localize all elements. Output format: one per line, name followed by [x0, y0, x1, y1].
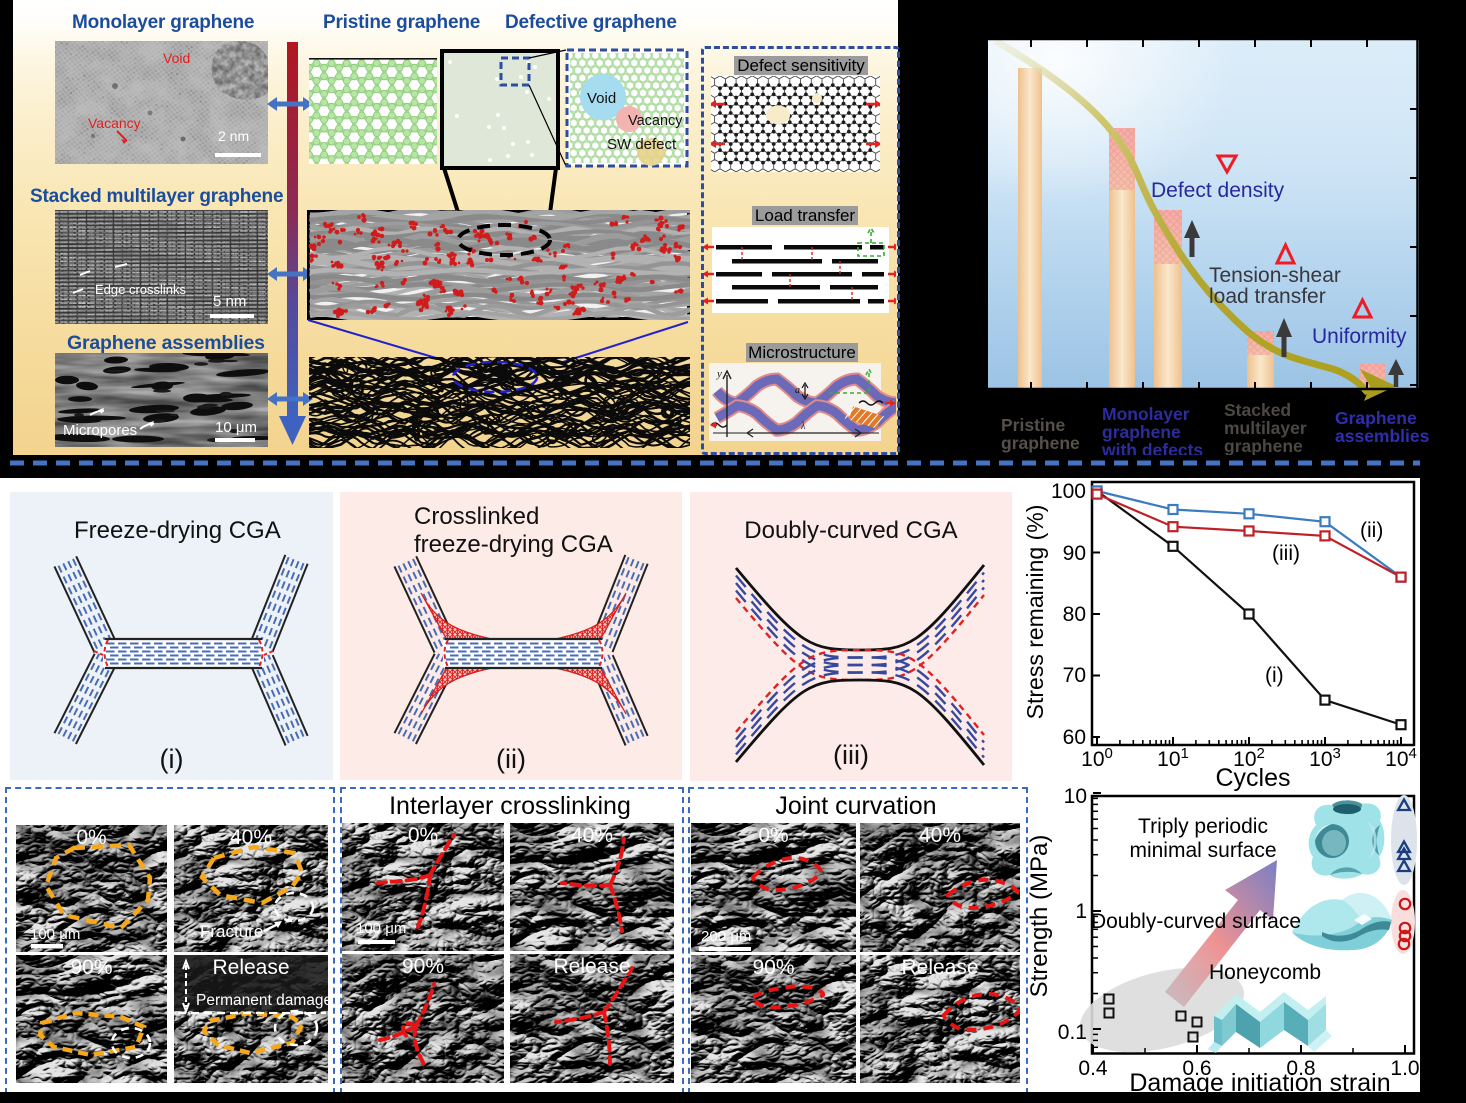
svg-text:101: 101: [1157, 745, 1189, 771]
svg-text:100: 100: [1081, 745, 1113, 771]
svg-text:(iii): (iii): [1272, 542, 1300, 565]
svg-text:80: 80: [1063, 603, 1086, 626]
svg-text:Doubly-curved surface: Doubly-curved surface: [1091, 910, 1301, 933]
svg-text:Honeycomb: Honeycomb: [1209, 961, 1321, 984]
svg-text:Permanent damage: Permanent damage: [196, 992, 328, 1009]
svg-text:0.1: 0.1: [1058, 1021, 1087, 1044]
svg-text:70: 70: [1063, 664, 1086, 687]
svg-text:5 nm: 5 nm: [213, 293, 246, 310]
svg-text:0%: 0%: [76, 826, 106, 849]
svg-text:40%: 40%: [230, 826, 272, 849]
svg-text:Strength (MPa): Strength (MPa): [1026, 835, 1053, 998]
svg-text:Vacancy: Vacancy: [628, 113, 683, 129]
svg-text:90: 90: [1063, 542, 1086, 565]
svg-text:40%: 40%: [919, 824, 961, 847]
svg-text:Cycles: Cycles: [1215, 764, 1290, 792]
svg-text:0%: 0%: [408, 824, 438, 847]
svg-text:a: a: [795, 385, 800, 396]
svg-text:Defect density: Defect density: [1151, 179, 1285, 202]
svg-text:Vacancy: Vacancy: [88, 115, 141, 131]
svg-text:Fracture: Fracture: [200, 922, 263, 941]
svg-text:Void: Void: [587, 90, 616, 107]
svg-text:100 μm: 100 μm: [356, 920, 406, 937]
svg-text:100: 100: [1051, 480, 1086, 503]
svg-text:90%: 90%: [402, 955, 444, 978]
svg-text:0%: 0%: [758, 824, 788, 847]
svg-text:10: 10: [1064, 785, 1087, 808]
svg-text:Tension-shear: Tension-shear: [1209, 264, 1341, 287]
svg-text:Micropores: Micropores: [63, 422, 137, 439]
svg-text:103: 103: [1309, 745, 1341, 771]
svg-text:90%: 90%: [70, 956, 112, 979]
svg-text:λ: λ: [800, 421, 806, 432]
svg-text:0.4: 0.4: [1078, 1057, 1108, 1080]
svg-text:(i): (i): [1265, 664, 1284, 687]
svg-text:minimal surface: minimal surface: [1129, 839, 1276, 862]
svg-text:90%: 90%: [752, 956, 794, 979]
svg-text:Uniformity: Uniformity: [1312, 325, 1407, 348]
svg-text:60: 60: [1063, 726, 1086, 749]
svg-text:40%: 40%: [571, 824, 613, 847]
svg-text:Triply periodic: Triply periodic: [1138, 815, 1268, 838]
svg-text:Edge crosslinks: Edge crosslinks: [95, 282, 187, 297]
svg-text:Stress remaining (%): Stress remaining (%): [1022, 505, 1048, 720]
svg-text:1: 1: [1075, 900, 1087, 923]
svg-text:0.8: 0.8: [1286, 1057, 1315, 1080]
svg-text:Release: Release: [553, 955, 630, 978]
svg-text:0.6: 0.6: [1182, 1057, 1211, 1080]
svg-text:y: y: [716, 368, 722, 380]
svg-text:load transfer: load transfer: [1209, 285, 1326, 308]
svg-text:200 μm: 200 μm: [701, 928, 751, 945]
svg-text:SW defect: SW defect: [607, 136, 677, 153]
svg-text:Release: Release: [901, 956, 978, 979]
svg-text:100 μm: 100 μm: [30, 926, 80, 943]
svg-text:104: 104: [1385, 745, 1417, 771]
svg-text:10 μm: 10 μm: [215, 419, 257, 436]
svg-text:(ii): (ii): [1360, 519, 1383, 542]
svg-text:1.0: 1.0: [1390, 1057, 1419, 1080]
svg-text:Release: Release: [212, 956, 289, 979]
svg-text:Void: Void: [163, 50, 190, 66]
svg-text:2 nm: 2 nm: [218, 128, 249, 144]
